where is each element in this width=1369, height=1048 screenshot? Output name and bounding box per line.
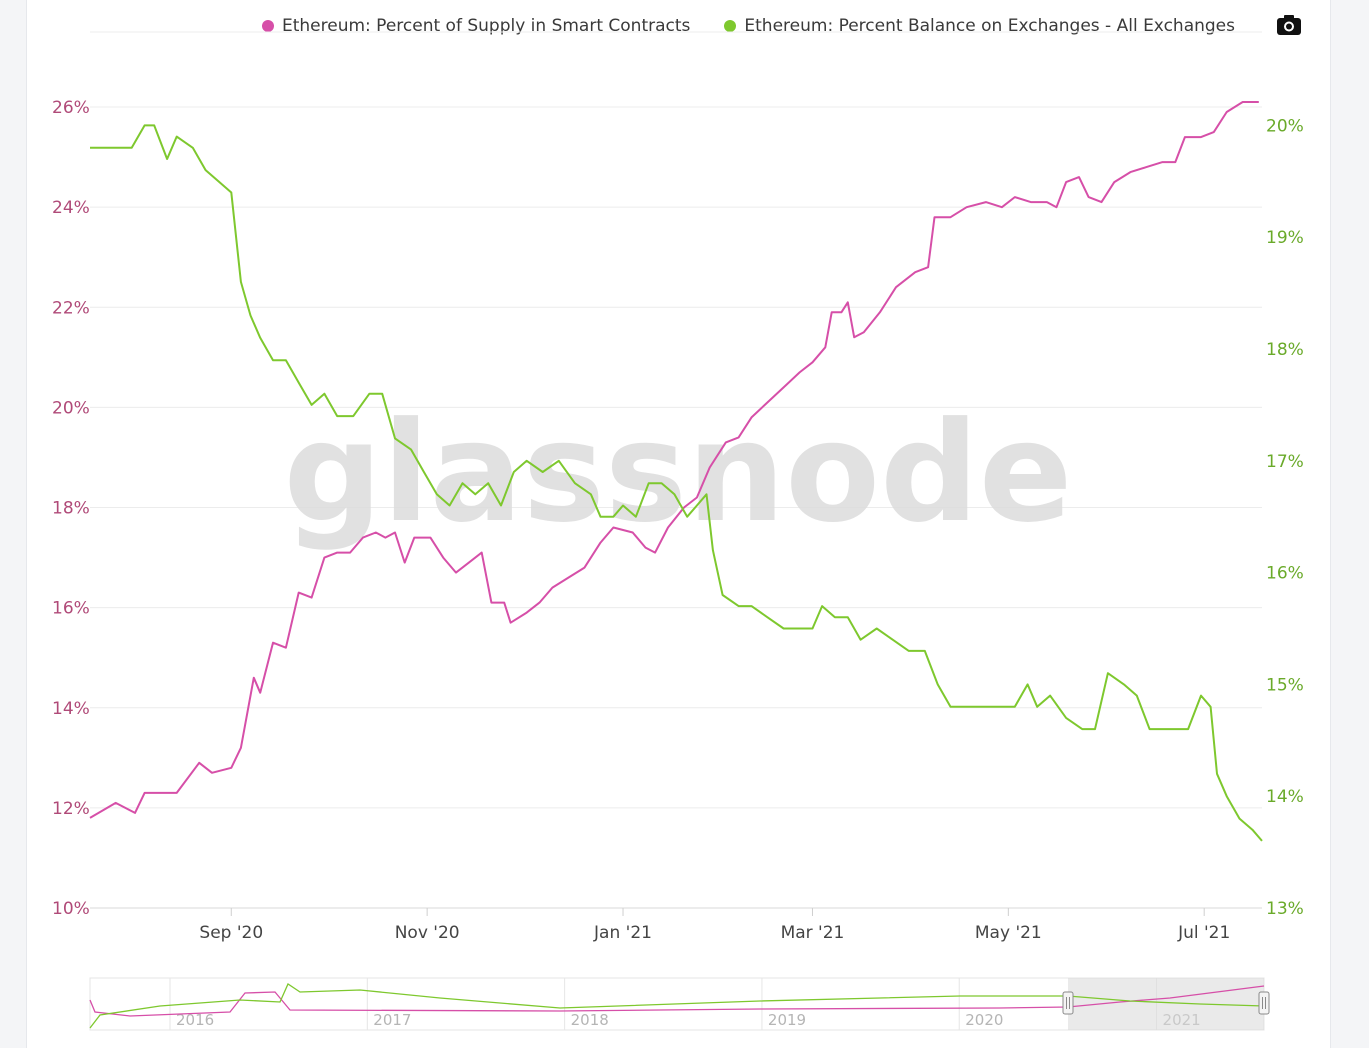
left-tick-label: 20% bbox=[52, 398, 90, 418]
x-axis: Sep '20 Nov '20 Jan '21 Mar '21 May '21 Jul '… bbox=[199, 908, 1230, 943]
chart-legend: Ethereum: Percent of Supply in Smart Con… bbox=[262, 16, 1235, 36]
navigator-line-exchanges bbox=[89, 983, 1265, 1029]
right-tick-label: 19% bbox=[1266, 228, 1304, 248]
left-tick-label: 18% bbox=[52, 499, 90, 519]
grid-lines bbox=[90, 31, 1262, 909]
right-tick-label: 15% bbox=[1266, 675, 1304, 695]
left-tick-label: 14% bbox=[52, 699, 90, 719]
x-tick-label: Mar '21 bbox=[781, 923, 845, 943]
x-tick-label: Sep '20 bbox=[199, 923, 263, 943]
legend-item-exchanges[interactable]: Ethereum: Percent Balance on Exchanges -… bbox=[724, 16, 1235, 36]
legend-marker-smart-contracts bbox=[262, 20, 274, 32]
x-tick-label: Jul '21 bbox=[1177, 923, 1230, 943]
navigator-handle-left[interactable] bbox=[1062, 991, 1074, 1015]
navigator-line-smart-contracts bbox=[89, 985, 1265, 1017]
x-tick-label: May '21 bbox=[975, 923, 1042, 943]
series-line-exchanges bbox=[90, 124, 1263, 842]
left-tick-label: 24% bbox=[52, 198, 90, 218]
series-line-smart-contracts bbox=[89, 101, 1259, 819]
x-tick-label: Jan '21 bbox=[593, 923, 652, 943]
camera-icon[interactable] bbox=[1276, 14, 1302, 36]
right-tick-label: 16% bbox=[1266, 564, 1304, 584]
right-tick-label: 13% bbox=[1266, 899, 1304, 919]
left-tick-label: 22% bbox=[52, 298, 90, 318]
right-tick-label: 18% bbox=[1266, 340, 1304, 360]
navigator-handle-right[interactable] bbox=[1258, 991, 1270, 1015]
left-tick-label: 12% bbox=[52, 799, 90, 819]
left-tick-label: 10% bbox=[52, 899, 90, 919]
right-axis: 13% 14% 15% 16% 17% 18% 19% 20% bbox=[1266, 116, 1304, 919]
chart-card bbox=[26, 0, 1331, 1048]
left-tick-label: 26% bbox=[52, 98, 90, 118]
navigator-year-label: 2020 bbox=[965, 1011, 1003, 1029]
navigator[interactable]: 201620172018201920202021 bbox=[89, 977, 1270, 1031]
watermark: glassnode bbox=[284, 392, 1073, 553]
right-tick-label: 14% bbox=[1266, 787, 1304, 807]
navigator-year-label: 2018 bbox=[571, 1011, 609, 1029]
legend-label-exchanges: Ethereum: Percent Balance on Exchanges -… bbox=[744, 16, 1235, 36]
navigator-year-label: 2017 bbox=[373, 1011, 411, 1029]
right-tick-label: 17% bbox=[1266, 452, 1304, 472]
left-tick-label: 16% bbox=[52, 599, 90, 619]
series-lines bbox=[89, 101, 1263, 842]
x-tick-label: Nov '20 bbox=[395, 923, 460, 943]
left-axis: 10% 12% 14% 16% 18% 20% 22% 24% 26% bbox=[52, 98, 90, 919]
legend-item-smart-contracts[interactable]: Ethereum: Percent of Supply in Smart Con… bbox=[262, 16, 690, 36]
legend-marker-exchanges bbox=[724, 20, 737, 32]
navigator-year-label: 2019 bbox=[768, 1011, 806, 1029]
navigator-year-label: 2016 bbox=[176, 1011, 214, 1029]
right-tick-label: 20% bbox=[1266, 116, 1304, 136]
legend-label-smart-contracts: Ethereum: Percent of Supply in Smart Con… bbox=[282, 16, 691, 36]
